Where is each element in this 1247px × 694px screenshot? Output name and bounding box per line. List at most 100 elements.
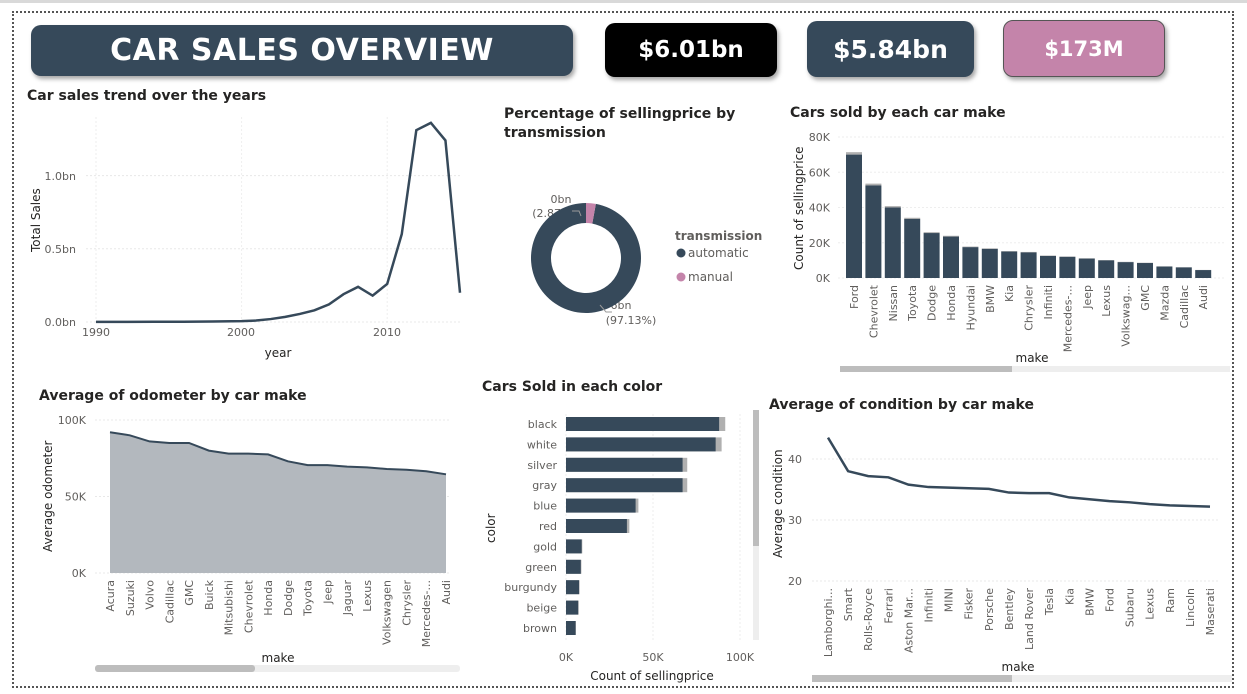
condition-x-tick: Lincoln [1184,588,1197,627]
make-sold-scrollbar-thumb[interactable] [840,366,1012,372]
color-x-tick: 0K [559,651,574,664]
make-sold-bar [904,218,921,278]
make-sold-bar-cap [884,206,901,208]
make-sold-bar-cap [962,246,979,248]
make-sold-bar [1175,267,1192,278]
make-sold-x-tick: Lexus [1100,285,1113,317]
make-sold-bar [1020,252,1037,278]
odometer-x-tick: Mercedes-... [420,580,433,647]
make-sold-bar-cap [846,152,862,155]
condition-x-tick: Ferrari [882,588,895,624]
legend-label-manual: manual [688,270,733,284]
color-bar [566,519,627,533]
make-sold-x-tick: Jeep [1081,285,1094,310]
color-y-tick: beige [526,602,557,615]
legend-marker-manual [676,272,686,282]
make-sold-x-tick: Hyundai [964,285,977,331]
make-sold-x-tick: Mazda [1158,285,1171,321]
color-y-tick: red [539,520,557,533]
make-sold-bar [1059,256,1076,278]
condition-line [826,437,1211,508]
make-sold-x-tick: GMC [1139,285,1152,311]
condition-x-tick: Ram [1164,588,1177,613]
color-bar [566,600,579,615]
odometer-x-axis-title: make [262,651,295,665]
odometer-x-tick: Cadillac [163,580,176,623]
color-y-tick: black [528,418,558,431]
donut-slice-automatic [530,202,641,314]
kpi-card-second[interactable]: $5.84bn [807,21,974,77]
color-y-tick: silver [527,459,557,472]
odometer-x-tick: Chevrolet [242,579,255,633]
trend-y-tick: 0.5bn [45,243,76,256]
kpi-card-total[interactable]: $6.01bn [605,23,777,77]
donut-label-manual-value: 0bn [551,193,572,206]
make-sold-bar [1156,266,1173,278]
kpi-card-third[interactable]: $173M [1003,20,1165,77]
make-sold-x-tick: Audi [1197,285,1210,310]
condition-x-tick: Porsche [983,588,996,631]
condition-x-tick: Ford [1103,588,1116,612]
color-x-tick: 50K [642,651,664,664]
make-sold-bar [865,185,882,278]
color-bar [566,417,720,431]
color-bar [566,498,636,513]
color-y-tick: burgundy [504,581,557,594]
condition-chart-title: Average of condition by car make [769,397,1034,413]
condition-x-tick: Infiniti [923,588,936,623]
color-y-axis-title: color [484,513,498,543]
odometer-x-tick: Volvo [144,580,157,610]
condition-x-tick: Fisker [963,588,976,620]
odometer-scrollbar-track[interactable] [95,665,460,672]
odometer-x-tick: Dodge [282,580,295,616]
make-sold-bar-cap [1020,251,1037,253]
make-sold-bar [884,207,901,278]
condition-scrollbar-track[interactable] [812,675,1232,682]
make-sold-scrollbar-track[interactable] [840,366,1230,372]
transmission-title-line2: transmission [504,125,606,141]
condition-x-tick: Lamborghi... [822,588,835,657]
color-bar [566,437,716,452]
color-bar [566,539,582,554]
odometer-x-tick: Audi [440,580,453,605]
trend-series-line [96,121,462,324]
condition-x-tick: Smart [842,587,855,621]
make-sold-y-tick: 60K [809,166,831,179]
condition-y-axis-title: Average condition [771,449,785,558]
condition-x-axis-title: make [1002,660,1035,674]
make-sold-x-tick: Toyota [906,285,919,322]
color-x-tick: 100K [726,651,755,664]
make-sold-bar [923,233,940,278]
odometer-scrollbar-thumb[interactable] [95,665,255,672]
report-canvas-frame [12,11,1234,688]
color-y-tick: blue [533,500,557,513]
condition-x-tick: Bentley [1003,588,1016,630]
make-sold-bar-cap [981,248,998,249]
condition-scrollbar-thumb[interactable] [812,675,1012,682]
color-y-tick: green [525,561,557,574]
color-bar [566,457,683,472]
make-sold-x-tick: Mercedes-... [1061,285,1074,352]
make-sold-bar-cap [865,183,882,186]
odometer-line [109,431,447,476]
make-sold-chart-title: Cars sold by each car make [790,105,1006,121]
make-sold-x-tick: Cadillac [1178,285,1191,328]
make-sold-x-tick: Honda [945,285,958,321]
color-scrollbar-thumb[interactable] [753,410,759,546]
condition-y-tick: 20 [788,575,802,588]
make-sold-bar [1040,255,1056,278]
make-sold-y-axis-title: Count of sellingprice [792,146,806,270]
condition-y-tick: 40 [788,453,802,466]
make-sold-bar-cap [923,232,940,234]
make-sold-bar [1137,263,1153,278]
condition-y-tick: 30 [788,514,802,527]
color-bar [566,580,580,595]
make-sold-bar [1078,258,1095,278]
odometer-y-tick: 50K [65,491,87,504]
